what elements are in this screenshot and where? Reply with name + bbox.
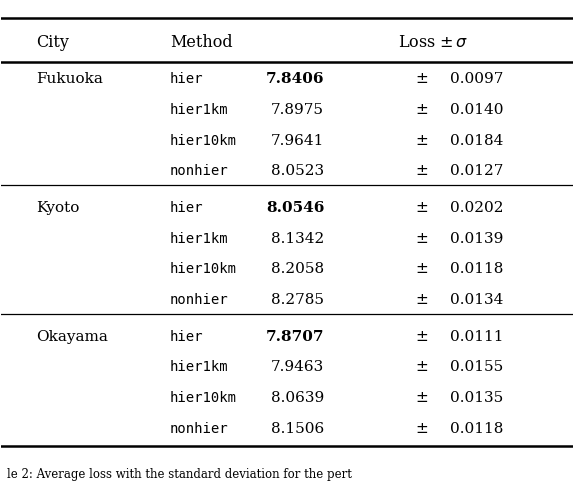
Text: $\pm$: $\pm$ xyxy=(414,232,428,245)
Text: le 2: Average loss with the standard deviation for the pert: le 2: Average loss with the standard dev… xyxy=(7,468,352,482)
Text: Okayama: Okayama xyxy=(36,330,107,343)
Text: 0.0127: 0.0127 xyxy=(450,165,503,178)
Text: 8.1342: 8.1342 xyxy=(271,232,324,245)
Text: 0.0135: 0.0135 xyxy=(450,391,503,405)
Text: 8.2058: 8.2058 xyxy=(271,262,324,276)
Text: 0.0118: 0.0118 xyxy=(450,262,503,276)
Text: 7.8707: 7.8707 xyxy=(266,330,324,343)
Text: 0.0118: 0.0118 xyxy=(450,422,503,436)
Text: $\pm$: $\pm$ xyxy=(414,330,428,343)
Text: nonhier: nonhier xyxy=(170,422,228,436)
Text: 0.0202: 0.0202 xyxy=(450,201,503,215)
Text: 8.0523: 8.0523 xyxy=(271,165,324,178)
Text: hier: hier xyxy=(170,73,203,86)
Text: $\pm$: $\pm$ xyxy=(414,360,428,374)
Text: 0.0184: 0.0184 xyxy=(450,134,503,147)
Text: 7.9463: 7.9463 xyxy=(271,360,324,374)
Text: hier10km: hier10km xyxy=(170,391,237,405)
Text: nonhier: nonhier xyxy=(170,293,228,307)
Text: $\pm$: $\pm$ xyxy=(414,391,428,405)
Text: hier10km: hier10km xyxy=(170,134,237,147)
Text: hier1km: hier1km xyxy=(170,360,228,374)
Text: 8.0546: 8.0546 xyxy=(266,201,324,215)
Text: 0.0155: 0.0155 xyxy=(450,360,503,374)
Text: 0.0097: 0.0097 xyxy=(450,73,503,86)
Text: $\pm$: $\pm$ xyxy=(414,165,428,178)
Text: 8.0639: 8.0639 xyxy=(271,391,324,405)
Text: hier1km: hier1km xyxy=(170,103,228,117)
Text: hier1km: hier1km xyxy=(170,232,228,245)
Text: City: City xyxy=(36,34,68,51)
Text: $\pm$: $\pm$ xyxy=(414,201,428,215)
Text: hier: hier xyxy=(170,201,203,215)
Text: nonhier: nonhier xyxy=(170,165,228,178)
Text: Fukuoka: Fukuoka xyxy=(36,73,103,86)
Text: Kyoto: Kyoto xyxy=(36,201,79,215)
Text: 0.0139: 0.0139 xyxy=(450,232,503,245)
Text: $\pm$: $\pm$ xyxy=(414,103,428,117)
Text: 0.0111: 0.0111 xyxy=(450,330,503,343)
Text: hier: hier xyxy=(170,330,203,343)
Text: 7.9641: 7.9641 xyxy=(271,134,324,147)
Text: 7.8975: 7.8975 xyxy=(271,103,324,117)
Text: $\pm$: $\pm$ xyxy=(414,134,428,147)
Text: hier10km: hier10km xyxy=(170,262,237,276)
Text: $\pm$: $\pm$ xyxy=(414,73,428,86)
Text: $\pm$: $\pm$ xyxy=(414,262,428,276)
Text: $\pm$: $\pm$ xyxy=(414,293,428,307)
Text: 0.0140: 0.0140 xyxy=(450,103,503,117)
Text: 0.0134: 0.0134 xyxy=(450,293,503,307)
Text: 7.8406: 7.8406 xyxy=(266,73,324,86)
Text: $\pm$: $\pm$ xyxy=(414,422,428,436)
Text: 8.2785: 8.2785 xyxy=(271,293,324,307)
Text: Loss $\pm\,\sigma$: Loss $\pm\,\sigma$ xyxy=(398,34,468,51)
Text: Method: Method xyxy=(170,34,232,51)
Text: 8.1506: 8.1506 xyxy=(271,422,324,436)
